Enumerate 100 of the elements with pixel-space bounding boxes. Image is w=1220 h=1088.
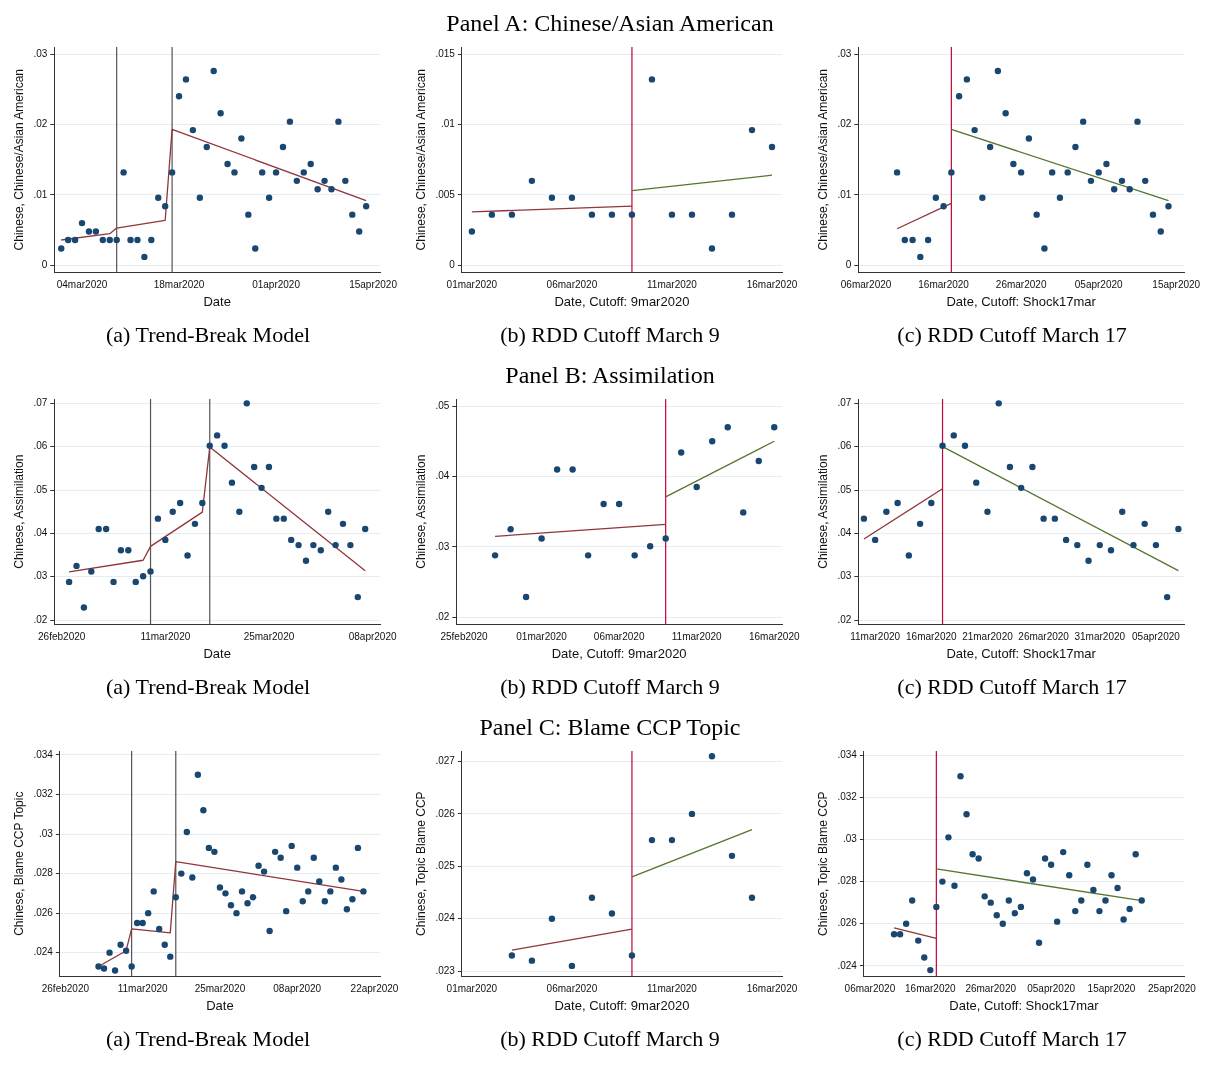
point [945,834,952,841]
point [128,963,135,970]
point [332,864,340,871]
x-tick-label: 11mar2020 [647,279,698,291]
point [228,479,236,486]
point [1002,110,1009,117]
y-tick-label: .025 [435,860,456,872]
point [265,194,273,201]
point [1064,169,1071,176]
y-tick-label: .02 [837,613,852,625]
y-tick-label: .026 [33,906,54,918]
x-tick-label: 26feb2020 [38,631,86,643]
point [871,536,879,544]
point [343,905,351,913]
y-tick-label: .04 [33,527,48,539]
point [1059,848,1067,856]
point [1079,118,1087,125]
point [963,811,970,818]
point [243,400,250,407]
point [189,874,196,881]
text: (c) RDD Cutoff March 17 [896,321,1128,349]
x-tick-label: 26mar2020 [965,983,1017,995]
point [1041,245,1048,252]
y-tick-label: .02 [837,118,852,130]
point [893,169,901,176]
y-tick-label: .04 [435,470,450,482]
point [1010,160,1017,168]
point [648,76,656,83]
point [955,93,963,100]
y-tick-label: .04 [837,527,852,539]
point [92,228,100,235]
point [196,194,204,201]
point [156,925,163,933]
point [1096,541,1103,549]
point [227,902,235,909]
point [273,515,280,522]
point [288,842,295,850]
y-axis-title: Chinese, Assimilation [11,454,26,569]
x-tick-label: 05apr2020 [1027,983,1076,995]
point [231,169,238,176]
chart-title: Panel A: Chinese/Asian American [445,9,775,38]
point [161,941,168,948]
point [971,126,978,134]
y-tick-label: .028 [837,875,858,887]
x-tick-label: 16mar2020 [906,631,958,643]
y-tick-label: .032 [837,791,858,803]
point [184,552,191,559]
point [65,578,73,586]
point [488,211,496,218]
x-tick-label: 15apr2020 [1152,279,1201,291]
x-tick-label: 11mar2020 [140,631,191,643]
point [994,67,1002,75]
point [1062,536,1070,544]
point [1149,211,1157,218]
x-tick-label: 16mar2020 [746,983,798,995]
x-tick-label: 04mar2020 [56,279,108,291]
point [973,479,980,486]
x-tick-label: 11mar2020 [647,983,698,995]
y-tick-label: .03 [33,570,48,582]
y-tick-label: 0 [449,259,456,271]
point [178,870,185,877]
text: (a) Trend-Break Model [104,321,312,349]
point [169,508,176,515]
point [768,143,776,151]
y-tick-label: .024 [435,912,456,924]
point [199,499,206,507]
point [1095,169,1102,176]
point [85,228,93,235]
point [507,526,514,533]
point [1141,520,1148,528]
x-tick-label: 25feb2020 [440,631,489,643]
point [354,844,362,852]
point [995,400,1002,407]
point [314,186,321,193]
point [1126,186,1133,193]
point [73,562,80,570]
point [113,236,120,244]
point [250,463,258,471]
y-tick-label: .015 [435,47,456,59]
x-tick-label: 11mar2020 [671,631,723,643]
point [272,169,280,176]
point [1025,135,1033,142]
point [1163,593,1171,601]
y-tick-label: .005 [435,188,456,200]
y-tick-label: .05 [435,399,450,411]
point [1126,905,1133,913]
point [205,844,213,852]
y-tick-label: .032 [33,788,54,800]
point [631,552,638,559]
x-tick-label: 01mar2020 [446,279,498,291]
text: (b) RDD Cutoff March 9 [499,1025,721,1053]
point [95,963,102,970]
point [117,547,125,554]
point [200,807,207,814]
point [522,593,530,601]
point [310,854,317,861]
point [347,541,354,549]
x-tick-label: 26mar2020 [995,279,1047,291]
x-axis-title: Date, Cutoff: 9mar2020 [554,293,690,309]
point [1040,515,1047,522]
